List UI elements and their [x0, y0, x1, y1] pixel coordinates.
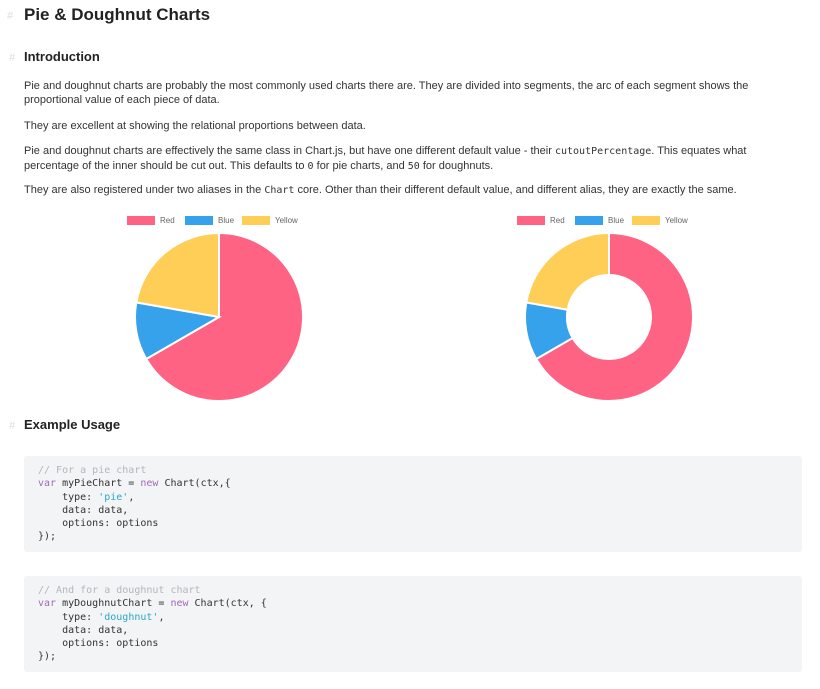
- legend-label: Red: [160, 216, 175, 225]
- legend-label: Yellow: [275, 216, 298, 225]
- code-text: myDoughnutChart =: [56, 598, 171, 610]
- example-usage-anchor-link[interactable]: #: [9, 420, 16, 432]
- legend-swatch: [242, 216, 270, 225]
- code-string: 'doughnut': [98, 611, 159, 623]
- legend-label: Blue: [218, 216, 235, 225]
- doughnut-chart[interactable]: Red Blue Yellow: [500, 205, 720, 405]
- code-text: ,: [158, 611, 165, 623]
- code-keyword: new: [140, 478, 159, 490]
- legend-swatch: [127, 216, 155, 225]
- legend-label: Blue: [608, 216, 625, 225]
- pie-slice-red[interactable]: [144, 231, 304, 402]
- code-text: data: data,: [38, 624, 129, 636]
- code-text: type:: [38, 611, 99, 623]
- introduction-anchor-link[interactable]: #: [9, 52, 16, 64]
- code-keyword: var: [38, 478, 57, 490]
- text-run: core. Other than their different default…: [294, 184, 737, 196]
- introduction-heading: Introduction: [24, 49, 100, 64]
- code-block-pie[interactable]: // For a pie chart var myPieChart = new …: [24, 456, 802, 552]
- code-string: 'pie': [98, 491, 129, 503]
- legend-label: Red: [550, 216, 565, 225]
- intro-paragraph-3: Pie and doughnut charts are effectively …: [24, 144, 784, 174]
- pie-slice-yellow[interactable]: [135, 231, 220, 319]
- pie-chart-legend: Red Blue Yellow: [110, 215, 330, 227]
- inline-code-zero: 0: [307, 161, 314, 172]
- inline-code-cutout: cutoutPercentage: [554, 146, 652, 157]
- doughnut-chart-canvas: [524, 231, 694, 402]
- code-block-doughnut[interactable]: // And for a doughnut chart var myDoughn…: [24, 576, 802, 672]
- doughnut-chart-legend: Red Blue Yellow: [500, 215, 720, 227]
- pie-chart-canvas: [134, 231, 304, 402]
- text-run: for pie charts, and: [313, 160, 408, 172]
- legend-swatch: [517, 216, 545, 225]
- text-run: They are also registered under two alias…: [24, 184, 265, 196]
- example-usage-heading: Example Usage: [24, 417, 121, 432]
- code-text: ,: [128, 491, 135, 503]
- code-text: type:: [38, 491, 99, 503]
- page-title: Pie & Doughnut Charts: [24, 5, 211, 24]
- legend-swatch: [185, 216, 213, 225]
- code-text: data: data,: [38, 504, 129, 516]
- code-comment: // For a pie chart: [38, 465, 147, 476]
- code-keyword: var: [38, 598, 57, 610]
- code-text: options: options: [38, 638, 159, 650]
- text-run: . This equates what percentage of the in…: [24, 145, 747, 172]
- doughnut-slice-red[interactable]: [534, 231, 694, 402]
- intro-paragraph-4: They are also registered under two alias…: [24, 183, 784, 198]
- title-anchor-link[interactable]: #: [7, 10, 14, 22]
- code-text: });: [38, 531, 57, 543]
- text-run: for doughnuts.: [419, 160, 494, 172]
- pie-chart[interactable]: Red Blue Yellow: [110, 205, 330, 405]
- code-text: myPieChart =: [56, 478, 141, 490]
- code-text: });: [38, 651, 57, 663]
- code-text: Chart(ctx,{: [158, 478, 231, 490]
- intro-paragraph-1: Pie and doughnut charts are probably the…: [24, 80, 749, 106]
- text-run: Pie and doughnut charts are effectively …: [24, 145, 555, 157]
- code-text: Chart(ctx, {: [188, 598, 267, 610]
- legend-swatch: [632, 216, 660, 225]
- code-comment: // And for a doughnut chart: [38, 585, 201, 596]
- legend-swatch: [575, 216, 603, 225]
- inline-code-fifty: 50: [407, 161, 420, 172]
- code-keyword: new: [170, 598, 189, 610]
- inline-code-chart: Chart: [264, 185, 295, 196]
- code-text: options: options: [38, 518, 159, 530]
- doughnut-slice-yellow[interactable]: [525, 231, 610, 311]
- legend-label: Yellow: [665, 216, 688, 225]
- intro-paragraph-2: They are excellent at showing the relati…: [24, 120, 366, 132]
